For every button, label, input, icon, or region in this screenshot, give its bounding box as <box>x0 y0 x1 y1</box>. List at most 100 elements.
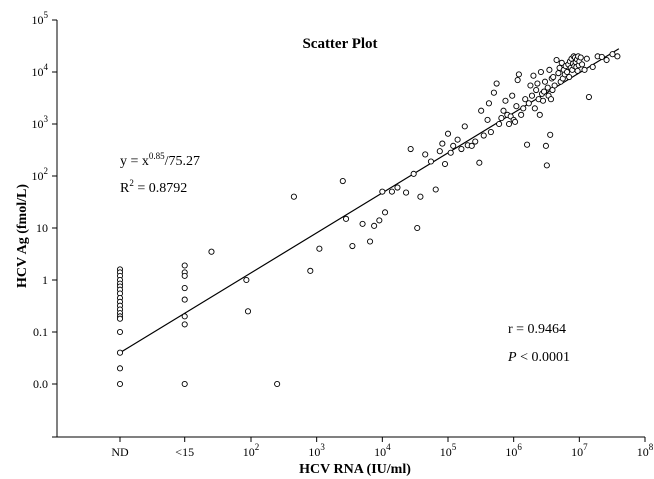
r-squared-label: R2 = 0.8792 <box>120 178 187 196</box>
data-point <box>382 209 389 216</box>
data-point <box>116 328 124 336</box>
data-point <box>472 138 479 145</box>
x-tick-label: 104 <box>374 442 391 459</box>
data-point <box>512 118 519 125</box>
data-point <box>458 145 465 153</box>
data-point <box>379 188 386 195</box>
x-tick-label: 108 <box>637 442 654 459</box>
data-point <box>422 151 429 158</box>
data-point <box>493 80 500 87</box>
data-point <box>547 96 555 103</box>
data-point <box>509 92 516 99</box>
x-tick-label: 106 <box>505 442 522 459</box>
data-point <box>614 53 621 60</box>
data-point <box>274 380 281 388</box>
data-point <box>454 136 461 143</box>
data-point <box>414 224 421 232</box>
data-point <box>116 365 124 372</box>
y-tick-label: 105 <box>32 10 49 27</box>
data-point <box>181 296 188 303</box>
data-point <box>546 66 553 73</box>
data-point <box>439 140 446 147</box>
data-point <box>555 70 562 77</box>
data-point <box>514 77 521 84</box>
x-tick-label: 102 <box>243 442 260 459</box>
x-tick-label: ND <box>111 445 129 459</box>
data-point <box>478 107 485 114</box>
data-point <box>181 272 188 279</box>
data-point <box>520 105 527 112</box>
data-point <box>244 308 252 315</box>
data-point <box>181 285 188 292</box>
data-point <box>522 96 529 103</box>
data-point <box>447 149 454 156</box>
data-points <box>116 51 621 388</box>
data-point <box>359 220 366 227</box>
data-point <box>116 380 124 388</box>
axes <box>52 19 646 442</box>
y-tick-label: 10 <box>36 221 48 235</box>
data-point <box>518 111 525 118</box>
y-tick-label: 102 <box>32 166 49 183</box>
data-point <box>468 142 475 149</box>
data-point <box>403 189 410 196</box>
x-tick-labels: ND <15 102 103 104 105 106 107 108 <box>111 442 653 459</box>
data-point <box>243 276 250 284</box>
data-point <box>444 130 452 137</box>
data-point <box>208 248 215 255</box>
data-point <box>544 84 551 91</box>
data-point <box>542 142 549 149</box>
p-value-label: P < 0.0001 <box>507 350 570 365</box>
data-point <box>181 313 188 320</box>
data-point <box>498 115 505 122</box>
x-tick-label: 103 <box>308 442 325 459</box>
data-point <box>181 380 188 388</box>
data-point <box>598 53 605 60</box>
data-point <box>181 321 188 328</box>
data-point <box>543 162 550 169</box>
data-point <box>539 97 547 104</box>
data-point <box>566 73 573 81</box>
data-point <box>394 184 401 191</box>
regression-equation: y = x0.85/75.27 <box>120 151 200 169</box>
data-point <box>528 92 536 99</box>
data-point <box>484 116 491 123</box>
data-point <box>480 132 487 139</box>
data-point <box>407 145 414 153</box>
data-point <box>563 68 571 76</box>
data-point <box>181 262 188 269</box>
data-point <box>487 129 494 136</box>
data-point <box>410 170 417 177</box>
data-point <box>290 193 297 200</box>
data-point <box>540 88 548 95</box>
data-point <box>505 120 513 128</box>
y-tick-label: 0.1 <box>33 325 48 339</box>
y-tick-label: 1 <box>42 273 48 287</box>
data-point <box>585 93 592 101</box>
data-point <box>432 186 439 193</box>
x-axis-label: HCV RNA (IU/ml) <box>299 462 411 477</box>
data-point <box>553 56 560 64</box>
y-tick-label: 0.0 <box>33 377 48 391</box>
data-point <box>577 54 584 61</box>
data-point <box>603 56 610 64</box>
r-value-label: r = 0.9464 <box>508 322 566 337</box>
data-point <box>500 107 507 114</box>
data-point <box>609 51 616 58</box>
data-point <box>527 82 534 89</box>
data-point <box>547 131 554 138</box>
data-point <box>541 78 549 85</box>
data-point <box>589 63 596 71</box>
data-point <box>531 105 538 112</box>
chart-title: Scatter Plot <box>302 36 377 52</box>
data-point <box>349 242 356 250</box>
data-point <box>366 238 374 245</box>
y-tick-labels: 0.0 0.1 1 10 102 103 104 105 <box>32 10 49 391</box>
x-tick-label: <15 <box>175 445 194 459</box>
data-point <box>524 141 531 148</box>
x-tick-label: 107 <box>571 442 588 459</box>
data-point <box>339 177 346 185</box>
data-point <box>537 68 544 76</box>
data-point <box>307 267 314 274</box>
